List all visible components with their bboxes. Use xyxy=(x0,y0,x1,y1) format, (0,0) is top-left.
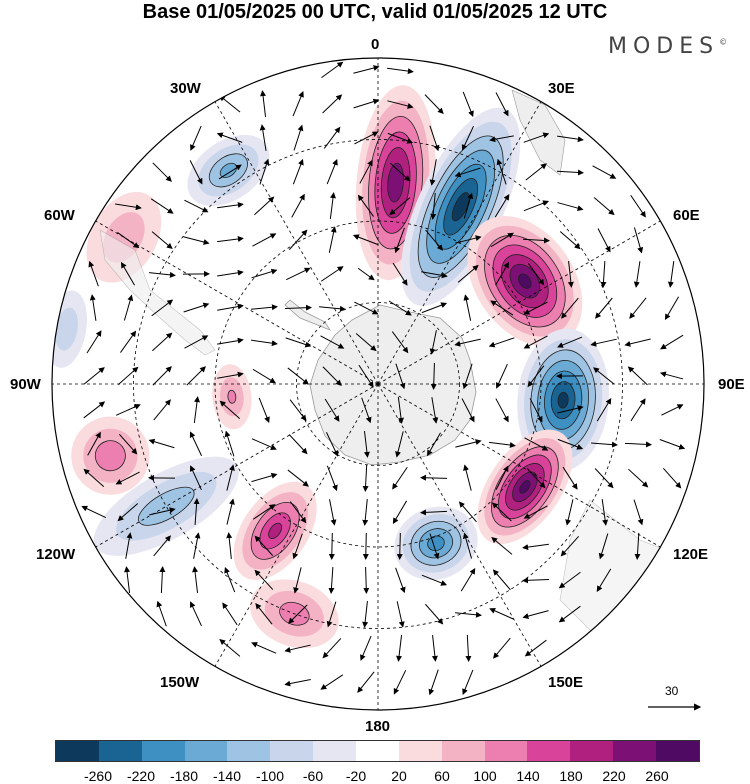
colorbar-bin xyxy=(356,741,399,761)
colorbar-tick-label: -180 xyxy=(170,768,198,784)
colorbar-tick-label: 260 xyxy=(645,768,668,784)
lon-label-30e: 30E xyxy=(548,80,575,97)
colorbar-tick-label: -220 xyxy=(127,768,155,784)
colorbar-tick-label: 220 xyxy=(602,768,625,784)
colorbar-bin xyxy=(527,741,570,761)
lon-label-90w: 90W xyxy=(10,376,41,393)
colorbar-bin xyxy=(442,741,485,761)
lon-label-60e: 60E xyxy=(673,207,700,224)
colorbar-bin xyxy=(570,741,613,761)
lon-label-90e: 90E xyxy=(718,376,745,393)
colorbar-tick-label: 100 xyxy=(473,768,496,784)
colorbar-tick-label: -260 xyxy=(84,768,112,784)
lon-label-60w: 60W xyxy=(44,207,75,224)
wind-arrow xyxy=(400,533,401,559)
wind-arrow xyxy=(366,533,367,559)
colorbar-bin xyxy=(99,741,142,761)
lon-label-150e: 150E xyxy=(548,674,583,691)
colorbar-tick-label: -140 xyxy=(213,768,241,784)
colorbar-bin xyxy=(656,741,699,761)
colorbar-bin xyxy=(613,741,656,761)
lon-label-120w: 120W xyxy=(36,546,75,563)
lon-label-180: 180 xyxy=(365,718,390,735)
lon-label-0: 0 xyxy=(371,36,379,53)
colorbar-bin xyxy=(142,741,185,761)
colorbar-tick-label: 180 xyxy=(559,768,582,784)
colorbar-bin xyxy=(485,741,528,761)
colorbar-bin xyxy=(313,741,356,761)
lon-label-120e: 120E xyxy=(673,546,708,563)
colorbar-bin xyxy=(56,741,99,761)
colorbar xyxy=(55,740,700,762)
wind-arrow xyxy=(332,533,333,559)
colorbar-tick-label: 20 xyxy=(391,768,407,784)
lon-label-150w: 150W xyxy=(160,674,199,691)
colorbar-tick-label: -100 xyxy=(256,768,284,784)
colorbar-tick-label: 140 xyxy=(516,768,539,784)
colorbar-tick-label: 60 xyxy=(434,768,450,784)
colorbar-tick-label: -20 xyxy=(346,768,366,784)
colorbar-bin xyxy=(185,741,228,761)
lon-label-30w: 30W xyxy=(170,80,201,97)
reference-vector-label: 30 xyxy=(665,684,678,698)
colorbar-bin xyxy=(399,741,442,761)
colorbar-bin xyxy=(227,741,270,761)
colorbar-bin xyxy=(270,741,313,761)
colorbar-tick-label: -60 xyxy=(303,768,323,784)
